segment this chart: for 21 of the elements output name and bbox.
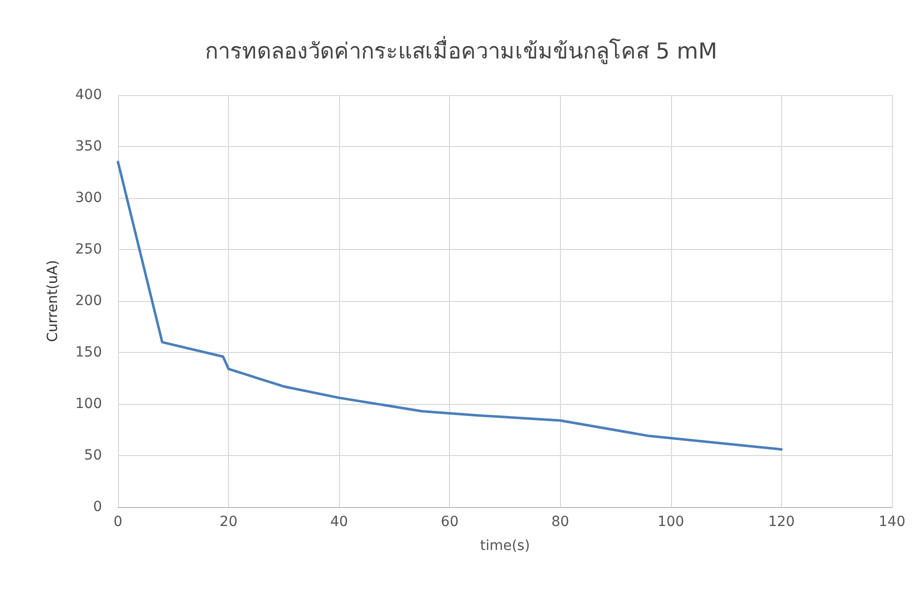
y-tick-label: 250 — [75, 242, 102, 258]
y-tick-label: 0 — [93, 499, 102, 515]
x-tick-label: 40 — [330, 514, 348, 530]
line-series — [116, 160, 783, 451]
x-tick-label: 140 — [878, 514, 906, 530]
x-tick-label: 80 — [551, 514, 570, 530]
y-tick-label: 100 — [75, 396, 102, 412]
y-tick-label: 50 — [84, 448, 102, 464]
x-tick-label: 0 — [114, 514, 122, 530]
y-tick-label: 200 — [75, 293, 102, 309]
y-tick-label: 150 — [75, 344, 102, 360]
y-tick-label: 300 — [75, 190, 102, 206]
x-tick-label: 20 — [220, 514, 238, 530]
x-axis-title: time(s) — [480, 538, 530, 554]
y-tick-label: 400 — [75, 87, 102, 103]
x-tick-label: 60 — [440, 514, 459, 530]
chart-title: การทดลองวัดค่ากระแสเมื่อความเข้มข้นกลูโคส 5 mM — [204, 36, 718, 64]
y-tick-label: 350 — [75, 138, 102, 154]
y-axis-title: Current(uA) — [45, 260, 61, 342]
x-tick-label: 100 — [657, 514, 684, 530]
x-tick-label: 120 — [768, 514, 795, 530]
